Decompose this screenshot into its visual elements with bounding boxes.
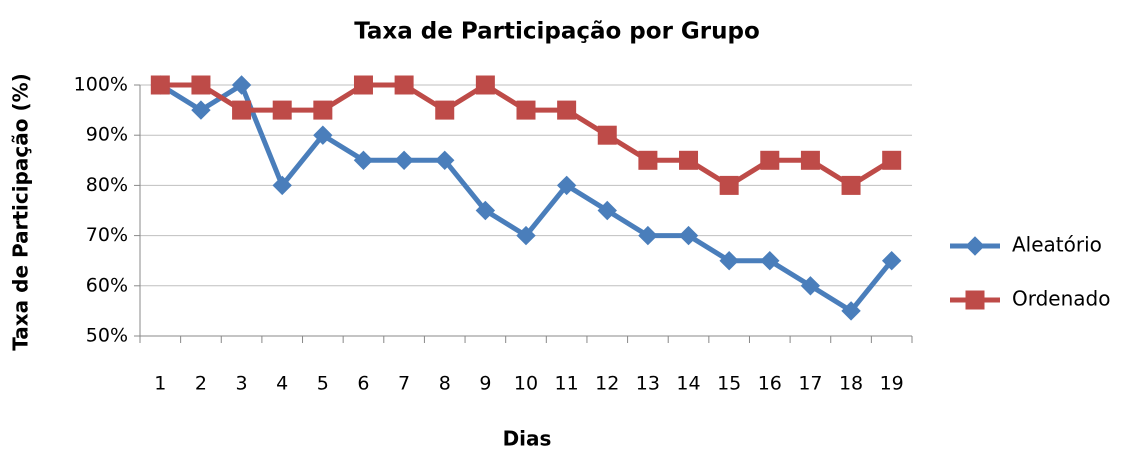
data-point	[150, 75, 170, 95]
data-point	[435, 150, 455, 171]
x-tick-label: 5	[317, 373, 329, 395]
data-point	[679, 150, 699, 170]
data-point	[719, 250, 739, 271]
legend-marker	[965, 290, 985, 310]
x-tick-label: 2	[195, 373, 207, 395]
data-point	[313, 125, 333, 145]
x-tick-label: 13	[636, 373, 660, 395]
x-tick-label: 9	[479, 373, 491, 395]
x-tick-label: 11	[555, 373, 579, 395]
y-tick-label: 80%	[86, 174, 128, 196]
data-point	[638, 225, 658, 246]
y-axis-label: Taxa de Participação (%)	[9, 73, 33, 351]
y-tick-label: 60%	[86, 274, 128, 296]
data-point	[760, 150, 780, 170]
data-point	[191, 75, 211, 95]
x-tick-label: 14	[676, 373, 700, 395]
data-point	[475, 75, 495, 95]
data-point	[760, 250, 780, 271]
x-axis-label: Dias	[503, 427, 552, 451]
legend-marker	[965, 236, 985, 256]
data-point	[638, 150, 658, 170]
y-tick-label: 50%	[86, 325, 128, 347]
chart-title: Taxa de Participação por Grupo	[354, 19, 760, 45]
data-point	[800, 276, 821, 296]
data-point	[597, 125, 617, 145]
data-point	[353, 75, 373, 95]
x-tick-label: 12	[595, 373, 619, 395]
data-point	[394, 150, 414, 171]
data-point	[556, 175, 577, 196]
x-tick-label: 6	[357, 373, 369, 395]
data-point	[272, 100, 292, 120]
y-tick-label: 70%	[86, 224, 128, 246]
data-point	[191, 100, 211, 120]
legend-label: Aleatório	[1012, 233, 1102, 257]
data-point	[882, 150, 902, 170]
x-tick-label: 18	[839, 373, 863, 395]
data-point	[881, 250, 902, 271]
data-point	[313, 100, 333, 120]
x-tick-label: 17	[798, 373, 822, 395]
x-tick-label: 3	[236, 373, 248, 395]
data-point	[557, 100, 577, 120]
data-point	[232, 100, 252, 120]
x-tick-label: 15	[717, 373, 741, 395]
x-tick-label: 4	[276, 373, 288, 395]
data-point	[516, 225, 536, 246]
x-tick-label: 10	[514, 373, 538, 395]
x-tick-label: 8	[439, 373, 451, 395]
y-tick-label: 90%	[86, 124, 128, 146]
data-point	[719, 175, 739, 195]
data-point	[475, 200, 496, 221]
data-point	[800, 150, 820, 170]
data-point	[841, 301, 861, 321]
x-tick-label: 16	[758, 373, 782, 395]
data-point	[678, 225, 699, 246]
data-point	[353, 150, 374, 171]
data-point	[272, 175, 292, 196]
data-point	[841, 175, 861, 195]
data-point	[231, 75, 252, 95]
data-point	[516, 100, 536, 120]
x-tick-label: 7	[398, 373, 410, 395]
x-tick-label: 19	[880, 373, 904, 395]
data-point	[597, 200, 617, 221]
data-point	[435, 100, 455, 120]
y-tick-label: 100%	[74, 74, 128, 96]
x-tick-label: 1	[154, 373, 166, 395]
data-point	[394, 75, 414, 95]
legend-label: Ordenado	[1012, 287, 1110, 311]
